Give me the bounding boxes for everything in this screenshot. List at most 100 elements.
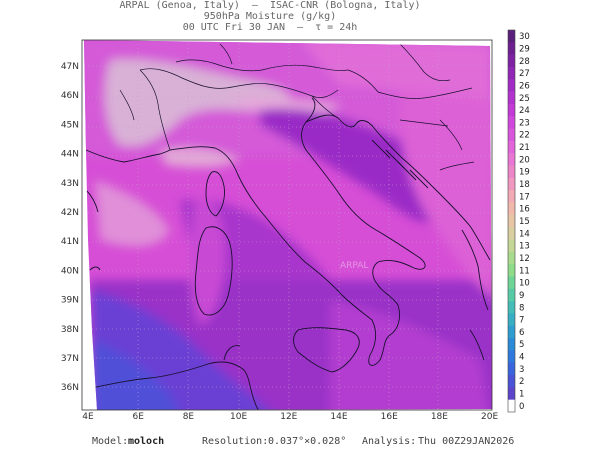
analysis-label: Analysis:	[362, 436, 417, 447]
colorbar-swatch	[508, 387, 515, 400]
colorbar-label: 22	[519, 131, 530, 141]
colorbar-swatch	[508, 177, 515, 191]
colorbar-labels: 3029282726252423222120191817161514131211…	[519, 32, 530, 412]
colorbar-swatch	[508, 66, 515, 80]
colorbar-label: 24	[519, 106, 530, 116]
lon-label: 10E	[230, 412, 247, 422]
colorbar-label: 3	[519, 365, 524, 375]
lat-label: 39N	[61, 296, 79, 306]
lon-label: 14E	[330, 412, 347, 422]
colorbar-label: 1	[519, 390, 524, 400]
colorbar-label: 26	[519, 81, 530, 91]
latitude-labels: 47N 46N 45N 44N 43N 42N 41N 40N 39N 38N 37N 36N	[61, 62, 79, 393]
longitude-labels: 4E 6E 8E 10E 12E 14E 16E 18E 20E	[82, 412, 498, 422]
lat-label: 44N	[61, 150, 79, 160]
lat-lon-grid	[84, 40, 490, 410]
map-frame	[81, 39, 493, 411]
lat-label: 36N	[61, 383, 79, 393]
colorbar-swatch	[508, 239, 515, 253]
model-value: moloch	[128, 436, 165, 447]
colorbar-label: 20	[519, 155, 530, 165]
colorbar-label: 13	[519, 242, 530, 252]
colorbar-label: 27	[519, 69, 530, 79]
colorbar-label: 9	[519, 291, 524, 301]
colorbar-label: 28	[519, 57, 530, 67]
lat-label: 47N	[61, 62, 79, 72]
colorbar-swatch	[508, 325, 515, 339]
lat-label: 45N	[61, 120, 79, 130]
colorbar-swatch	[508, 116, 515, 129]
colorbar-label: 16	[519, 205, 530, 215]
colorbar-swatch	[508, 313, 515, 327]
coastlines	[85, 97, 491, 410]
colorbar-label: 23	[519, 118, 530, 128]
colorbar-swatch	[508, 140, 515, 154]
colorbar-swatch	[508, 362, 515, 376]
lat-label: 41N	[61, 237, 79, 247]
colorbar-swatch	[508, 264, 515, 277]
colorbar-label: 17	[519, 192, 530, 202]
lon-label: 16E	[381, 412, 398, 422]
lat-label: 42N	[61, 208, 79, 218]
lon-label: 6E	[132, 412, 144, 422]
colorbar-label: 11	[519, 266, 530, 276]
lat-label: 43N	[61, 179, 79, 189]
colorbar-swatch	[508, 375, 515, 388]
colorbar-swatch	[508, 128, 515, 142]
colorbar-label: 4	[519, 353, 524, 363]
lon-label: 18E	[431, 412, 448, 422]
colorbar-swatch	[508, 202, 515, 216]
colorbar-swatch	[508, 91, 515, 105]
colorbar-label: 8	[519, 303, 524, 313]
colorbar-swatch	[508, 54, 515, 68]
colorbar-label: 5	[519, 340, 524, 350]
colorbar-swatch	[508, 165, 515, 179]
colorbar-frame	[507, 29, 516, 413]
colorbar-swatch	[508, 338, 515, 351]
colorbar-label: 29	[519, 44, 530, 54]
colorbar-label: 7	[519, 316, 524, 326]
colorbar-label: 19	[519, 168, 530, 178]
watermark-text-2: ARPAL	[340, 261, 368, 271]
colorbar-swatch	[508, 42, 515, 55]
map-header: ARPAL (Genoa, Italy) – ISAC-CNR (Bologna…	[0, 0, 540, 33]
colorbar-label: 2	[519, 377, 524, 387]
header-valid-time: 00 UTC Fri 30 JAN – τ = 24h	[182, 22, 358, 33]
resolution-value: 0.037°×0.028°	[268, 436, 347, 447]
colorbar-label: 14	[519, 229, 530, 239]
colorbar-swatch	[508, 288, 515, 302]
colorbar-label: 21	[519, 143, 530, 153]
colorbar-swatch	[508, 227, 515, 240]
header-field: 950hPa Moisture (g/kg)	[203, 11, 337, 22]
colorbar-swatch	[508, 276, 515, 290]
colorbar-swatch	[508, 399, 515, 413]
resolution-label: Resolution:	[202, 436, 269, 447]
colorbar-label: 25	[519, 94, 530, 104]
colorbar-swatch	[508, 301, 515, 314]
colorbar-swatch	[508, 214, 515, 228]
colorbar-swatch	[508, 79, 515, 92]
colorbar-label: 18	[519, 180, 530, 190]
colorbar-label: 0	[519, 402, 524, 412]
lat-label: 40N	[61, 266, 79, 276]
analysis-value: Thu 00Z29JAN2026	[418, 436, 515, 447]
lon-label: 4E	[82, 412, 94, 422]
colorbar-label: 6	[519, 328, 524, 338]
model-label: Model:	[92, 436, 129, 447]
colorbar-label: 12	[519, 254, 530, 264]
lat-label: 46N	[61, 91, 79, 101]
header-institutions: ARPAL (Genoa, Italy) – ISAC-CNR (Bologna…	[119, 0, 421, 11]
colorbar-swatch	[508, 350, 515, 364]
watermark-text-1: ARPAL	[138, 409, 166, 419]
colorbar-swatch	[508, 251, 515, 265]
lon-label: 12E	[280, 412, 297, 422]
colorbar-label: 10	[519, 279, 530, 289]
lat-label: 37N	[61, 354, 79, 364]
lon-label: 20E	[481, 412, 498, 422]
colorbar	[507, 29, 516, 413]
colorbar-label: 15	[519, 217, 530, 227]
colorbar-swatch	[508, 103, 515, 117]
lon-label: 8E	[183, 412, 195, 422]
colorbar-swatch	[508, 153, 515, 166]
